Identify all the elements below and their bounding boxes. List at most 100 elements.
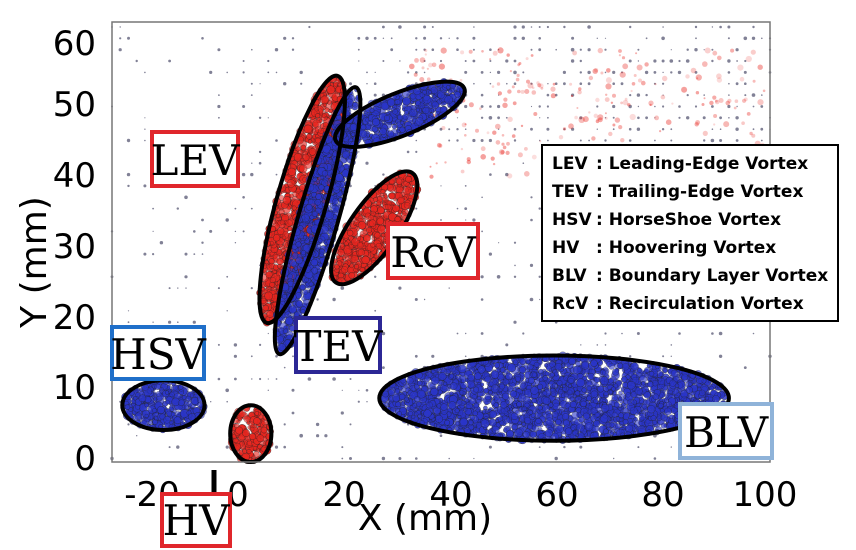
background-point [628, 127, 632, 131]
background-point [464, 207, 468, 211]
vortex-point [331, 204, 340, 213]
background-point [233, 343, 238, 347]
vortex-point [396, 178, 403, 185]
background-point [283, 82, 287, 86]
haze-point [709, 100, 714, 106]
background-point [217, 48, 221, 52]
background-point [579, 445, 583, 449]
haze-point [552, 82, 556, 86]
background-point [580, 344, 582, 346]
background-point [374, 71, 376, 73]
background-point [192, 320, 196, 324]
background-point [423, 36, 427, 40]
background-point [489, 60, 492, 62]
vortex-point [268, 258, 275, 265]
background-point [341, 389, 343, 391]
vortex-point [315, 193, 322, 200]
background-point [366, 401, 368, 403]
background-point [513, 82, 517, 85]
background-point [686, 94, 689, 97]
haze-point [507, 116, 513, 123]
background-point [177, 321, 179, 324]
haze-point [716, 77, 723, 83]
haze-point [526, 79, 530, 84]
vortex-point [348, 244, 355, 250]
vortex-point [269, 277, 276, 284]
background-point [521, 25, 525, 29]
vortex-point [363, 234, 371, 242]
haze-point [757, 99, 764, 106]
haze-point [507, 173, 513, 179]
background-point [144, 139, 146, 142]
haze-point [562, 127, 567, 131]
vortex-point [349, 123, 358, 132]
background-point [489, 71, 492, 74]
vortex-point [394, 216, 401, 223]
haze-point [525, 57, 529, 61]
background-point [299, 433, 304, 438]
background-point [201, 253, 204, 255]
background-point [579, 48, 582, 51]
vortex-point [318, 127, 325, 134]
background-point [579, 71, 582, 74]
background-point [621, 71, 623, 74]
background-point [242, 71, 245, 74]
background-point [168, 320, 172, 324]
background-point [274, 48, 279, 52]
background-point [259, 343, 262, 346]
background-point [473, 26, 475, 28]
vortex-point [282, 196, 291, 205]
background-point [554, 82, 558, 85]
background-point [126, 172, 131, 177]
vortex-point [300, 250, 307, 256]
haze-point [592, 68, 598, 74]
haze-point [539, 140, 542, 143]
vortex-point [368, 219, 377, 227]
background-point [439, 127, 443, 131]
vortex-point [295, 241, 302, 248]
vortex-point [249, 426, 255, 432]
haze-point [531, 86, 535, 90]
background-point [497, 104, 501, 109]
background-point [332, 297, 336, 302]
haze-point [717, 55, 722, 61]
background-point [259, 377, 262, 381]
background-point [292, 355, 294, 358]
haze-point [492, 130, 497, 135]
haze-point [620, 101, 623, 105]
haze-point [517, 89, 521, 94]
background-point [275, 139, 278, 142]
background-point [736, 105, 738, 108]
background-point [612, 104, 616, 109]
background-point [291, 37, 295, 40]
haze-point [621, 56, 626, 60]
background-point [662, 94, 664, 96]
haze-point [752, 79, 756, 83]
haze-point [624, 97, 628, 101]
haze-point [636, 64, 643, 71]
background-point [686, 116, 690, 120]
background-point [358, 151, 360, 153]
background-point [448, 457, 451, 460]
vortex-point [377, 224, 386, 234]
background-point [398, 286, 402, 290]
haze-point [751, 133, 756, 138]
haze-point [481, 50, 484, 53]
haze-point [649, 103, 652, 106]
background-point [242, 230, 245, 233]
haze-point [605, 83, 612, 90]
vortex-point [396, 114, 404, 121]
haze-point [468, 49, 473, 54]
haze-point [506, 141, 510, 146]
vortex-point [275, 213, 281, 219]
haze-point [550, 93, 556, 99]
background-point [365, 161, 369, 165]
haze-point [460, 147, 464, 151]
background-point [456, 139, 459, 142]
vortex-point [295, 256, 303, 265]
background-point [283, 445, 287, 449]
background-point [711, 59, 714, 63]
background-point [546, 127, 550, 131]
background-point [233, 354, 237, 358]
background-point [259, 83, 261, 85]
